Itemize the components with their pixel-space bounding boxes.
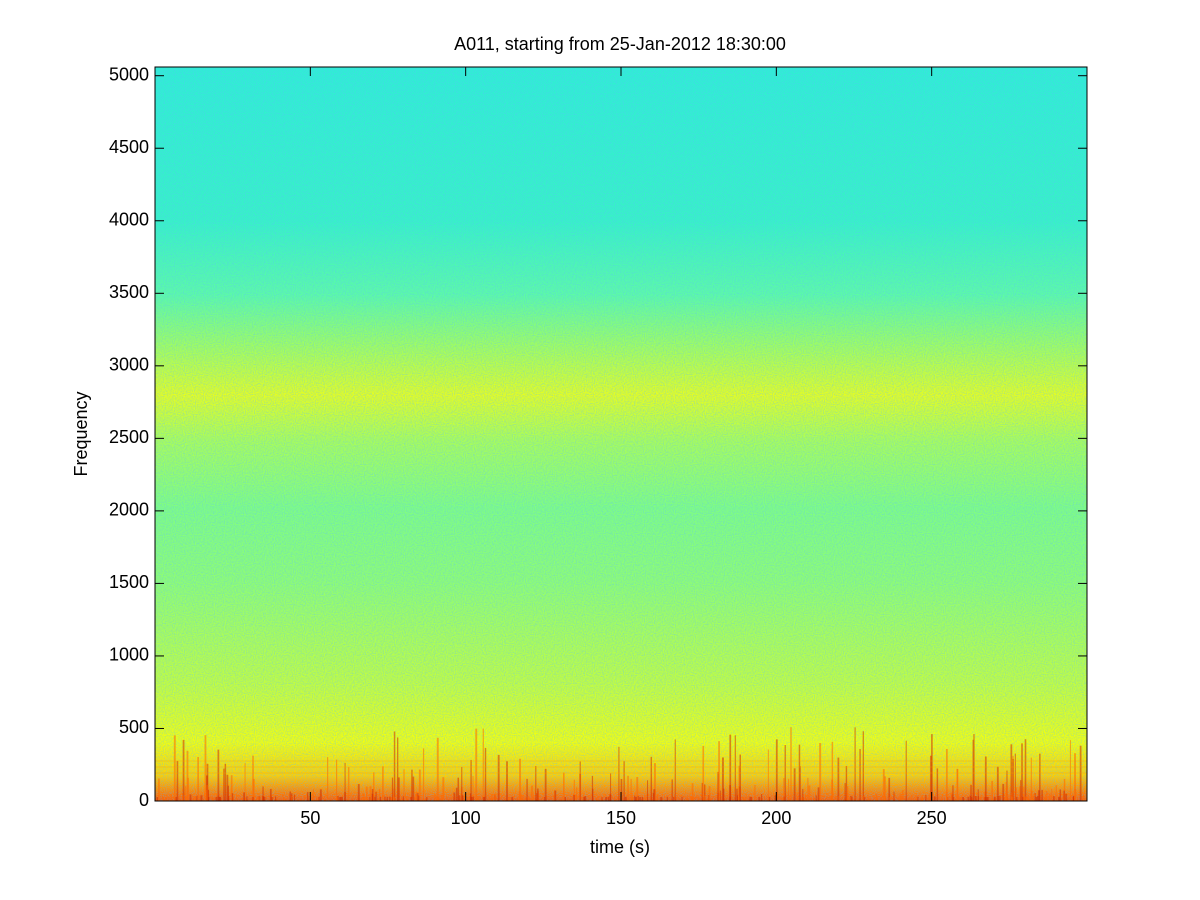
y-tick-label: 0 (139, 790, 149, 810)
spectrogram-spikes (155, 727, 1087, 801)
y-tick-label: 2000 (109, 500, 149, 520)
y-tick-label: 3000 (109, 355, 149, 375)
y-tick-label: 1000 (109, 645, 149, 665)
plot-area (154, 66, 1088, 802)
spectrogram-texture (155, 67, 1087, 801)
x-tick-label: 150 (606, 808, 636, 828)
y-tick-label: 1500 (109, 572, 149, 592)
y-tick-label: 500 (119, 717, 149, 737)
x-tick-label: 200 (761, 808, 791, 828)
x-tick-label: 250 (917, 808, 947, 828)
y-tick-label: 3500 (109, 282, 149, 302)
y-tick-label: 2500 (109, 427, 149, 447)
y-tick-label: 4000 (109, 210, 149, 230)
chart-title: A011, starting from 25-Jan-2012 18:30:00 (454, 34, 786, 54)
x-tick-label: 100 (451, 808, 481, 828)
x-axis-label: time (s) (590, 837, 650, 857)
y-tick-label: 4500 (109, 137, 149, 157)
y-tick-label: 5000 (109, 64, 149, 84)
y-axis-label: Frequency (71, 391, 91, 476)
x-tick-label: 50 (300, 808, 320, 828)
